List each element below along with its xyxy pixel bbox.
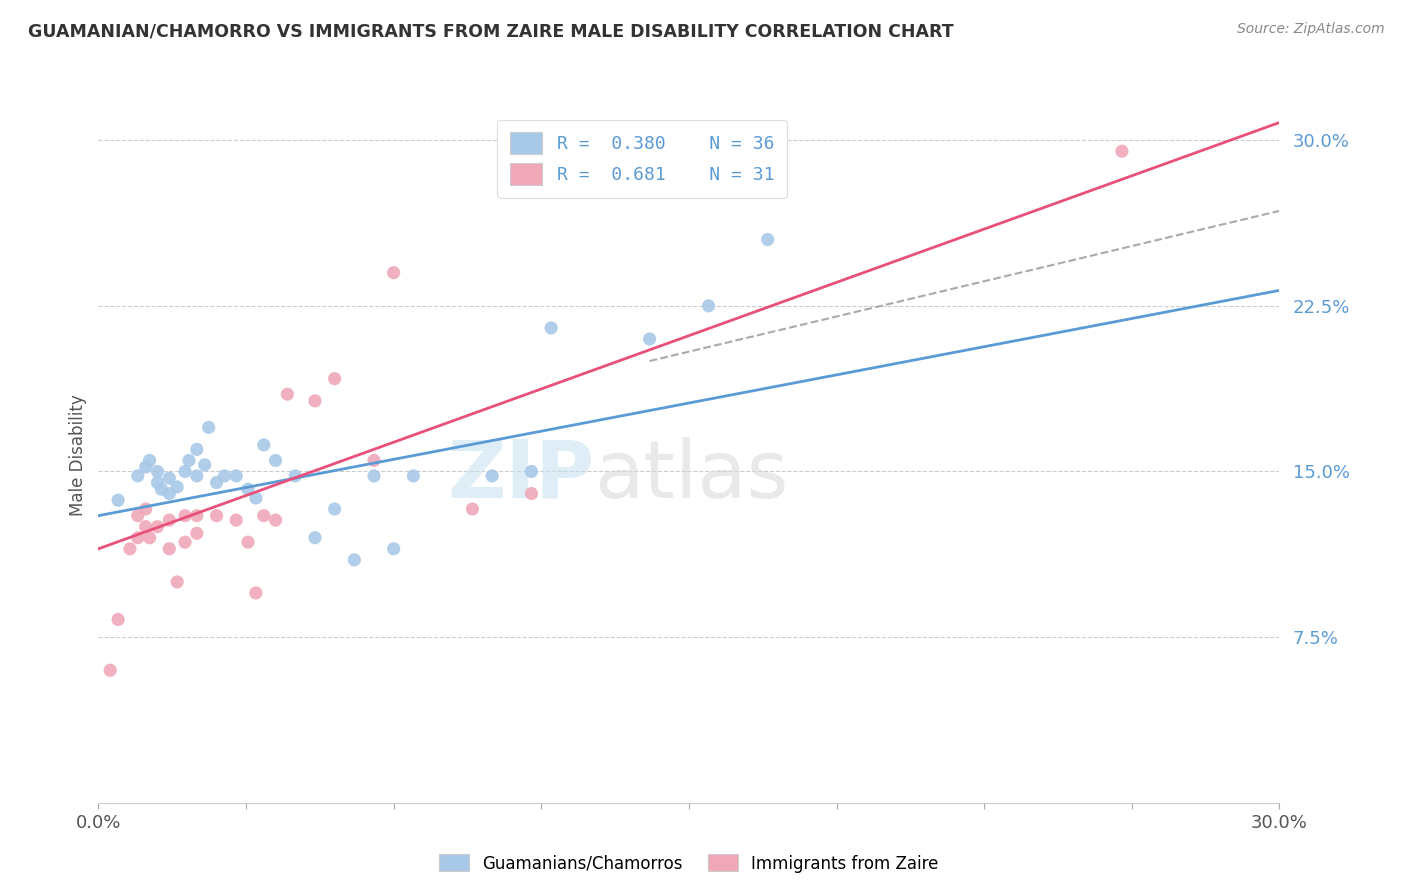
- Point: [245, 491, 267, 505]
- Point: [107, 493, 129, 508]
- Point: [363, 469, 385, 483]
- Point: [264, 453, 287, 467]
- Point: [253, 508, 276, 523]
- Point: [343, 553, 366, 567]
- Text: Source: ZipAtlas.com: Source: ZipAtlas.com: [1237, 22, 1385, 37]
- Point: [481, 469, 503, 483]
- Point: [205, 475, 228, 490]
- Point: [205, 508, 228, 523]
- Point: [520, 465, 543, 479]
- Point: [304, 531, 326, 545]
- Point: [146, 465, 169, 479]
- Point: [697, 299, 720, 313]
- Point: [264, 513, 287, 527]
- Point: [138, 531, 160, 545]
- Point: [225, 469, 247, 483]
- Point: [214, 469, 236, 483]
- Point: [177, 453, 200, 467]
- Point: [717, 166, 740, 180]
- Point: [174, 465, 197, 479]
- Point: [146, 475, 169, 490]
- Point: [461, 502, 484, 516]
- Point: [245, 586, 267, 600]
- Point: [304, 393, 326, 408]
- Point: [186, 442, 208, 457]
- Point: [135, 460, 157, 475]
- Point: [118, 541, 141, 556]
- Point: [127, 469, 149, 483]
- Point: [236, 482, 259, 496]
- Text: ZIP: ZIP: [447, 437, 595, 515]
- Point: [402, 469, 425, 483]
- Point: [146, 519, 169, 533]
- Point: [236, 535, 259, 549]
- Point: [540, 321, 562, 335]
- Point: [107, 612, 129, 626]
- Point: [135, 519, 157, 533]
- Point: [197, 420, 219, 434]
- Legend: R =  0.380    N = 36, R =  0.681    N = 31: R = 0.380 N = 36, R = 0.681 N = 31: [498, 120, 787, 198]
- Point: [276, 387, 298, 401]
- Text: atlas: atlas: [595, 437, 789, 515]
- Point: [638, 332, 661, 346]
- Point: [284, 469, 307, 483]
- Point: [186, 526, 208, 541]
- Legend: Guamanians/Chamorros, Immigrants from Zaire: Guamanians/Chamorros, Immigrants from Za…: [433, 847, 945, 880]
- Point: [127, 508, 149, 523]
- Point: [174, 508, 197, 523]
- Text: GUAMANIAN/CHAMORRO VS IMMIGRANTS FROM ZAIRE MALE DISABILITY CORRELATION CHART: GUAMANIAN/CHAMORRO VS IMMIGRANTS FROM ZA…: [28, 22, 953, 40]
- Point: [194, 458, 217, 472]
- Point: [323, 372, 346, 386]
- Point: [186, 508, 208, 523]
- Point: [166, 480, 188, 494]
- Point: [756, 233, 779, 247]
- Point: [166, 574, 188, 589]
- Point: [253, 438, 276, 452]
- Point: [157, 486, 180, 500]
- Point: [135, 502, 157, 516]
- Point: [157, 513, 180, 527]
- Point: [225, 513, 247, 527]
- Point: [382, 541, 405, 556]
- Y-axis label: Male Disability: Male Disability: [69, 394, 87, 516]
- Point: [127, 531, 149, 545]
- Point: [1111, 145, 1133, 159]
- Point: [157, 471, 180, 485]
- Point: [138, 453, 160, 467]
- Point: [174, 535, 197, 549]
- Point: [98, 663, 121, 677]
- Point: [150, 482, 173, 496]
- Point: [157, 541, 180, 556]
- Point: [520, 486, 543, 500]
- Point: [382, 266, 405, 280]
- Point: [323, 502, 346, 516]
- Point: [186, 469, 208, 483]
- Point: [363, 453, 385, 467]
